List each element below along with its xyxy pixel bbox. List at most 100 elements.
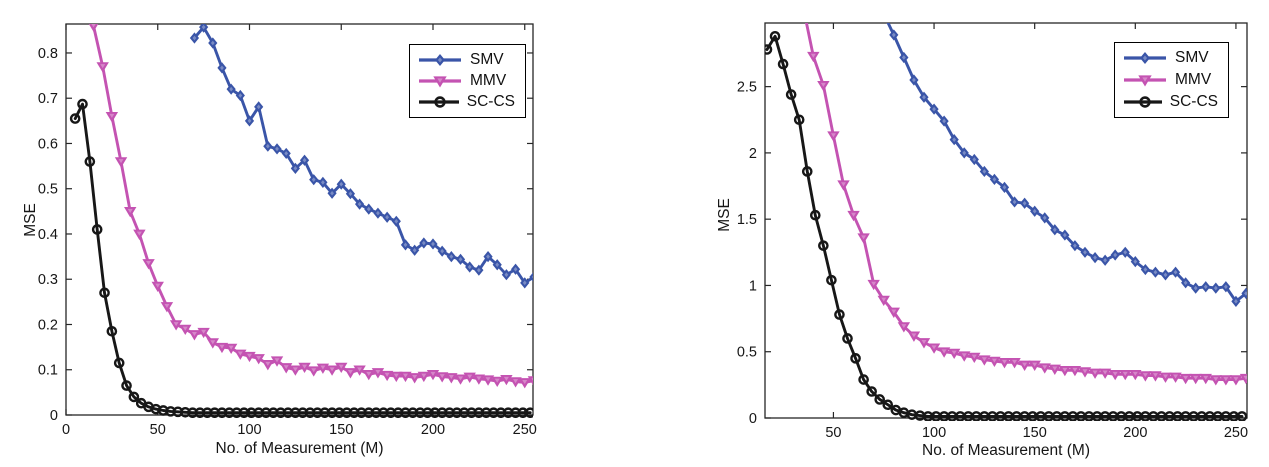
triangle-down-marker [105, 112, 119, 123]
diamond-marker-inner [293, 166, 298, 171]
triangle-down-marker [124, 207, 137, 218]
triangle-down-marker-inner [384, 372, 390, 377]
triangle-down-marker [316, 363, 330, 374]
triangle-down-marker [1159, 372, 1172, 383]
circle-marker [793, 114, 805, 126]
triangle-down-marker-inner [851, 212, 857, 217]
diamond-marker [254, 101, 264, 113]
triangle-down-marker-inner [1142, 373, 1148, 378]
triangle-down-marker-inner [146, 260, 152, 265]
diamond-marker [510, 263, 521, 275]
diamond-marker-inner [284, 151, 289, 156]
triangle-down-marker [179, 324, 192, 336]
diamond-marker-inner [348, 191, 353, 197]
triangle-down-marker [454, 374, 467, 385]
triangle-down-marker-inner [467, 374, 473, 379]
triangle-down-marker-inner [182, 326, 188, 331]
triangle-down-marker-inner [228, 345, 234, 350]
triangle-down-marker-inner [292, 367, 298, 372]
triangle-down-marker [807, 51, 820, 63]
triangle-down-marker [1149, 371, 1162, 382]
triangle-down-marker-inner [951, 350, 957, 355]
triangle-down-marker-inner [155, 283, 161, 288]
circle-marker [84, 156, 96, 167]
triangle-down-marker [998, 358, 1011, 369]
diamond-marker [1020, 197, 1030, 209]
triangle-down-marker-inner [531, 378, 533, 381]
triangle-down-marker-inner [448, 375, 454, 380]
triangle-down-marker-inner [513, 379, 519, 384]
diamond-marker [364, 203, 374, 215]
triangle-down-marker-inner [246, 353, 252, 358]
x-tick-label: 50 [825, 425, 841, 441]
diamond-marker [244, 115, 255, 127]
diamond-marker [1150, 266, 1161, 278]
triangle-down-marker [472, 374, 486, 385]
y-tick-label: 0.5 [737, 345, 757, 361]
diamond-marker [1140, 51, 1150, 65]
triangle-down-marker [847, 210, 860, 222]
y-tick-label: 0.2 [38, 317, 58, 333]
triangle-down-marker [1078, 367, 1092, 378]
triangle-down-marker-inner [237, 351, 243, 356]
triangle-down-marker [197, 327, 210, 339]
triangle-down-marker-inner [201, 329, 207, 334]
legend-label: SC-CS [466, 93, 515, 111]
diamond-marker-inner [982, 169, 987, 174]
triangle-down-marker [1028, 360, 1041, 371]
diamond-marker [989, 173, 1000, 186]
diamond-marker-inner [449, 254, 454, 259]
triangle-down-marker [206, 338, 219, 349]
triangle-down-marker-inner [439, 374, 445, 379]
circle-marker [858, 374, 869, 385]
triangle-down-marker-inner [91, 24, 96, 28]
triangle-down-marker-inner [1102, 370, 1108, 375]
triangle-down-marker [188, 330, 201, 341]
y-tick-label: 0.5 [38, 182, 58, 198]
triangle-down-marker-inner [302, 364, 308, 369]
diamond-marker [299, 154, 310, 166]
triangle-down-marker [867, 279, 880, 291]
circle-marker [866, 386, 877, 397]
diamond-marker-inner [376, 210, 380, 216]
triangle-down-marker [298, 362, 311, 374]
diamond-marker [327, 187, 337, 199]
triangle-down-marker-inner [437, 78, 443, 83]
sc-cs-series [69, 98, 533, 418]
diamond-marker [1211, 282, 1221, 294]
diamond-marker-inner [357, 201, 362, 207]
diamond-marker-inner [247, 118, 252, 124]
diamond-marker [919, 91, 929, 103]
triangle-down-marker-inner [1032, 362, 1038, 367]
diamond-marker-inner [275, 146, 279, 152]
triangle-down-marker-inner [320, 365, 326, 370]
x-tick-label: 150 [1023, 425, 1047, 441]
triangle-down-marker [335, 362, 348, 374]
triangle-down-marker [1008, 358, 1021, 369]
triangle-down-marker [491, 376, 504, 388]
triangle-down-marker [817, 80, 830, 92]
triangle-down-marker-inner [338, 364, 344, 369]
circle-marker [882, 399, 894, 411]
diamond-marker-inner [256, 104, 261, 110]
diamond-marker-inner [1163, 272, 1168, 278]
right-plot-area: 50 100 150 200 250 0 0.5 1 1.5 2 2.5 [737, 3, 1248, 441]
triangle-down-marker [797, 3, 809, 13]
circle-marker [777, 58, 789, 70]
triangle-down-marker [837, 180, 850, 191]
sc-cs-legend-marker [1124, 96, 1162, 108]
triangle-down-marker [433, 76, 447, 88]
diamond-marker [1181, 277, 1191, 289]
triangle-down-marker-inner [981, 357, 987, 362]
x-tick-label: 150 [329, 422, 353, 438]
circle-marker [765, 44, 773, 55]
diamond-marker [1130, 255, 1140, 268]
legend-label: SMV [470, 50, 504, 68]
triangle-down-marker [1169, 372, 1182, 383]
triangle-down-marker [270, 356, 284, 367]
diamond-marker-inner [201, 24, 206, 30]
legend-item-mmv: MMV [1123, 71, 1218, 89]
y-tick-label: 0.3 [38, 272, 58, 288]
triangle-down-marker-inner [430, 371, 436, 376]
diamond-marker-inner [952, 137, 957, 142]
